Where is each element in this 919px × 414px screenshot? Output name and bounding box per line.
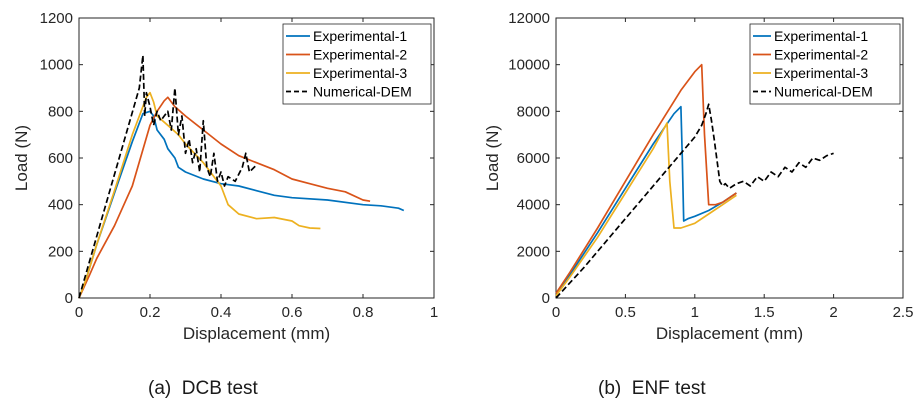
y-tick-label: 1200	[40, 10, 73, 27]
series-line-experimental-1	[555, 105, 737, 294]
series-line-experimental-2	[78, 96, 371, 299]
x-tick-label: 2	[829, 304, 837, 321]
caption-enf-test: (b) ENF test	[598, 378, 706, 399]
legend-label: Experimental-3	[313, 65, 407, 81]
legend-label: Experimental-3	[774, 65, 868, 81]
legend-label: Experimental-2	[313, 47, 407, 63]
series-line-experimental-3	[78, 91, 321, 299]
legend-label: Experimental-1	[774, 28, 868, 44]
x-tick-label: 0	[75, 304, 83, 321]
series-line-experimental-2	[555, 63, 737, 294]
y-tick-label: 12000	[508, 10, 550, 27]
x-tick-label: 0	[552, 304, 560, 321]
chart-dcb-test: 0 0.2 0.4 0.6 0.8 1 0 200 400 600 800 1000 1200 Displ…	[12, 10, 438, 343]
x-tick-label: 2.5	[893, 304, 914, 321]
y-tick-label: 2000	[517, 243, 550, 260]
y-axis-label: Load (N)	[483, 125, 502, 191]
series-line-experimental-3	[555, 122, 737, 297]
y-tick-label: 800	[48, 103, 73, 120]
x-tick-label: 0.8	[353, 304, 374, 321]
y-tick-label: 8000	[517, 103, 550, 120]
y-tick-label: 10000	[508, 57, 550, 74]
y-tick-label: 0	[65, 290, 73, 307]
y-tick-label: 0	[542, 290, 550, 307]
y-tick-label: 4000	[517, 197, 550, 214]
legend-label: Numerical-DEM	[313, 84, 412, 100]
x-tick-label: 1	[691, 304, 699, 321]
legend-label: Experimental-2	[774, 47, 868, 63]
y-tick-label: 400	[48, 197, 73, 214]
legend: Experimental-1 Experimental-2 Experimental…	[749, 23, 901, 105]
y-tick-label: 6000	[517, 150, 550, 167]
caption-dcb-test: (a) DCB test	[148, 378, 258, 399]
series-line-experimental-1	[78, 110, 405, 299]
y-axis-label: Load (N)	[12, 125, 31, 191]
x-axis-label: Displacement (mm)	[656, 324, 803, 343]
legend-box	[282, 23, 432, 105]
series-line-numerical-dem	[78, 54, 258, 299]
y-tick-label: 600	[48, 150, 73, 167]
x-tick-label: 0.5	[615, 304, 636, 321]
legend-label: Experimental-1	[313, 28, 407, 44]
x-tick-label: 1	[430, 304, 438, 321]
y-tick-label: 1000	[40, 57, 73, 74]
x-axis-label: Displacement (mm)	[183, 324, 330, 343]
y-tick-label: 200	[48, 243, 73, 260]
x-tick-label: 0.4	[211, 304, 232, 321]
x-tick-label: 0.2	[140, 304, 161, 321]
legend-label: Numerical-DEM	[774, 84, 873, 100]
series-line-numerical-dem	[555, 103, 834, 299]
chart-enf-test: 0 0.5 1 1.5 2 2.5 0 2000 4000 6000 8000 10000 12000 D…	[483, 10, 913, 343]
legend-box	[749, 23, 901, 105]
legend: Experimental-1 Experimental-2 Experimental…	[282, 23, 432, 105]
x-tick-label: 0.6	[282, 304, 303, 321]
x-tick-label: 1.5	[754, 304, 775, 321]
